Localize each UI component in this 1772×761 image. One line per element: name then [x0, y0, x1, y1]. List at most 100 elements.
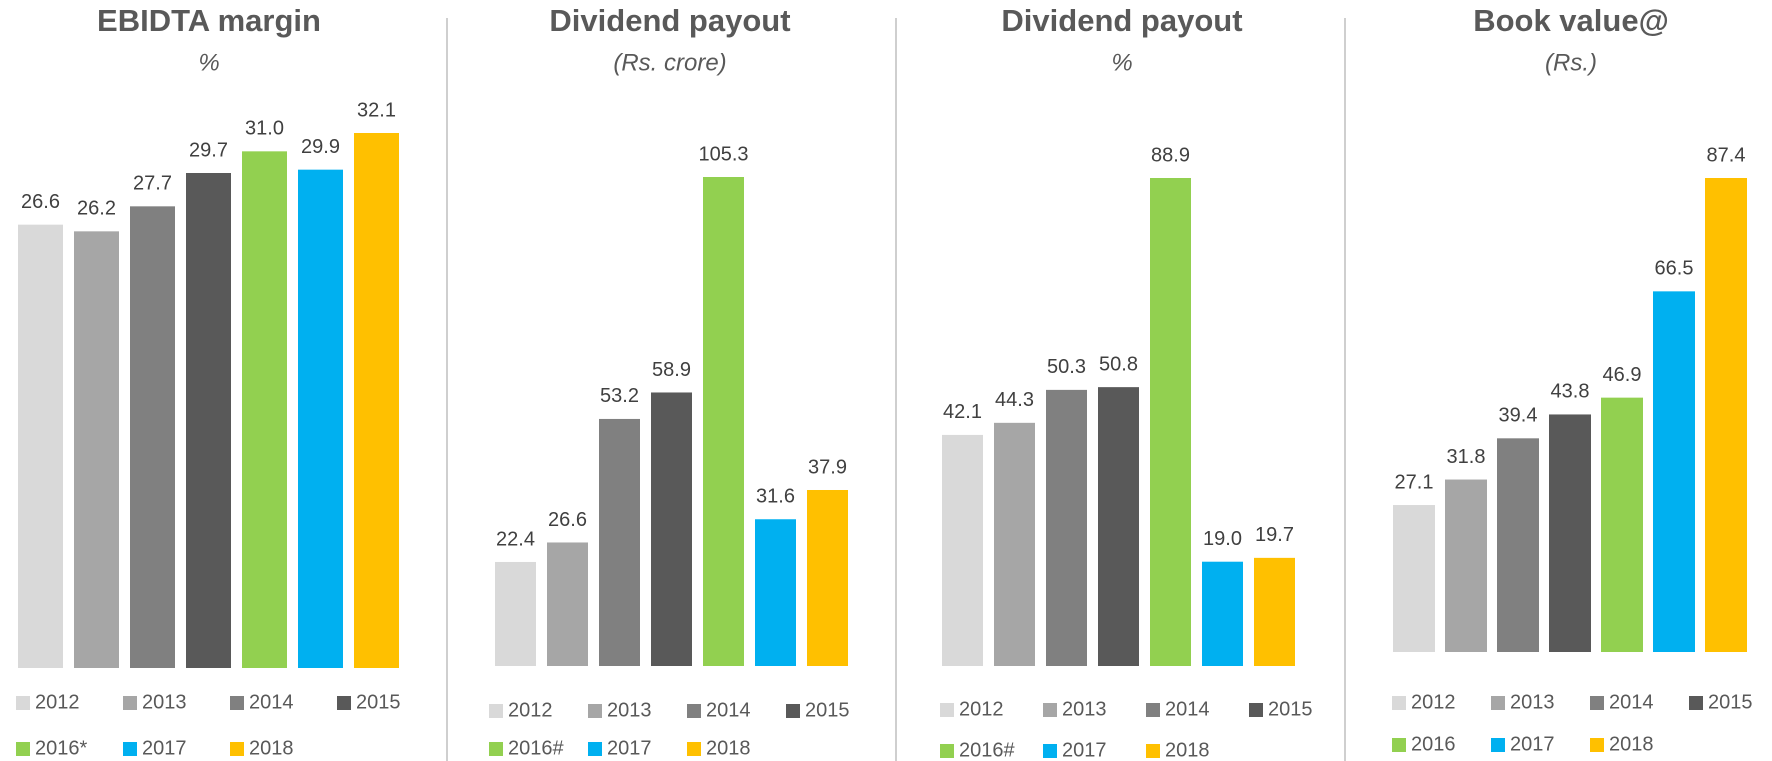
value-label: 19.0 — [1203, 528, 1242, 550]
legend-swatch — [1146, 744, 1160, 758]
value-label: 37.9 — [808, 456, 847, 478]
value-label: 66.5 — [1655, 258, 1694, 280]
bar — [755, 519, 796, 666]
legend-label: 2013 — [607, 699, 652, 721]
value-label: 26.2 — [77, 198, 116, 220]
value-label: 88.9 — [1151, 144, 1190, 166]
value-label: 87.4 — [1707, 144, 1746, 166]
legend-swatch — [687, 704, 701, 718]
legend-swatch — [337, 696, 351, 710]
legend-label: 2012 — [35, 691, 80, 713]
bar — [1445, 479, 1487, 652]
bar — [994, 422, 1035, 666]
bar — [130, 206, 175, 669]
value-label: 26.6 — [548, 509, 587, 531]
bar — [942, 434, 983, 666]
legend-label: 2012 — [508, 699, 553, 721]
legend-swatch — [1392, 696, 1406, 710]
value-label: 53.2 — [600, 385, 639, 407]
legend-label: 2015 — [1268, 698, 1313, 720]
bar — [298, 169, 343, 668]
value-label: 31.6 — [756, 486, 795, 508]
bar — [354, 133, 399, 668]
legend-swatch — [123, 742, 137, 756]
legend-label: 2012 — [1411, 691, 1456, 713]
bar — [74, 231, 119, 669]
chart-subtitle: % — [1111, 49, 1132, 76]
legend-swatch — [1249, 703, 1263, 717]
legend-label: 2015 — [1708, 691, 1753, 713]
legend-label: 2016# — [508, 737, 564, 759]
value-label: 58.9 — [652, 359, 691, 381]
value-label: 50.8 — [1099, 353, 1138, 375]
bar — [599, 418, 640, 666]
bar — [1393, 505, 1435, 652]
bar — [1549, 414, 1591, 652]
legend-swatch — [489, 704, 503, 718]
value-label: 43.8 — [1551, 381, 1590, 403]
legend-swatch — [489, 742, 503, 756]
legend-swatch — [940, 703, 954, 717]
bar — [1150, 178, 1191, 666]
legend-swatch — [1491, 738, 1505, 752]
value-label: 44.3 — [995, 389, 1034, 411]
value-label: 50.3 — [1047, 356, 1086, 378]
bar — [1601, 397, 1643, 652]
bar — [1202, 561, 1243, 666]
legend-swatch — [1590, 696, 1604, 710]
legend-label: 2013 — [142, 691, 187, 713]
value-label: 19.7 — [1255, 524, 1294, 546]
value-label: 26.6 — [21, 191, 60, 213]
value-label: 29.9 — [301, 136, 340, 158]
value-label: 27.1 — [1395, 471, 1434, 493]
bar — [703, 177, 744, 666]
legend-label: 2015 — [356, 691, 401, 713]
chart-subtitle: (Rs. crore) — [613, 49, 726, 76]
legend-swatch — [230, 742, 244, 756]
legend-label: 2014 — [249, 691, 294, 713]
legend-label: 2012 — [959, 698, 1004, 720]
value-label: 31.0 — [245, 118, 284, 140]
legend-swatch — [1590, 738, 1604, 752]
bar — [1046, 389, 1087, 666]
legend-label: 2014 — [1165, 698, 1210, 720]
bar — [807, 489, 848, 666]
chart-title: Dividend payout — [549, 3, 790, 38]
value-label: 46.9 — [1603, 364, 1642, 386]
legend-swatch — [588, 704, 602, 718]
legend-label: 2017 — [142, 737, 187, 759]
chart-subtitle: (Rs.) — [1545, 49, 1597, 76]
legend-label: 2018 — [1165, 739, 1210, 761]
value-label: 22.4 — [496, 528, 535, 550]
bar — [1254, 557, 1295, 666]
bar — [1497, 438, 1539, 652]
bar — [547, 542, 588, 666]
bar — [651, 392, 692, 666]
bar — [1098, 387, 1139, 666]
chart-title: Book value@ — [1473, 3, 1669, 38]
legend-swatch — [1392, 738, 1406, 752]
bar — [495, 561, 536, 666]
legend-swatch — [786, 704, 800, 718]
value-label: 27.7 — [133, 173, 172, 195]
bar — [18, 224, 63, 668]
bar — [186, 173, 231, 668]
chart-title: Dividend payout — [1001, 3, 1242, 38]
bar — [242, 151, 287, 669]
legend-label: 2016* — [35, 737, 87, 759]
legend-label: 2017 — [1062, 739, 1107, 761]
legend-label: 2018 — [1609, 733, 1654, 755]
legend-label: 2015 — [805, 699, 850, 721]
legend-swatch — [16, 696, 30, 710]
chart-subtitle: % — [198, 49, 219, 76]
legend-swatch — [123, 696, 137, 710]
bar — [1653, 291, 1695, 652]
legend-label: 2014 — [706, 699, 751, 721]
legend-label: 2013 — [1062, 698, 1107, 720]
legend-swatch — [230, 696, 244, 710]
legend-swatch — [1146, 703, 1160, 717]
legend-label: 2013 — [1510, 691, 1555, 713]
legend-swatch — [1043, 703, 1057, 717]
value-label: 31.8 — [1447, 446, 1486, 468]
